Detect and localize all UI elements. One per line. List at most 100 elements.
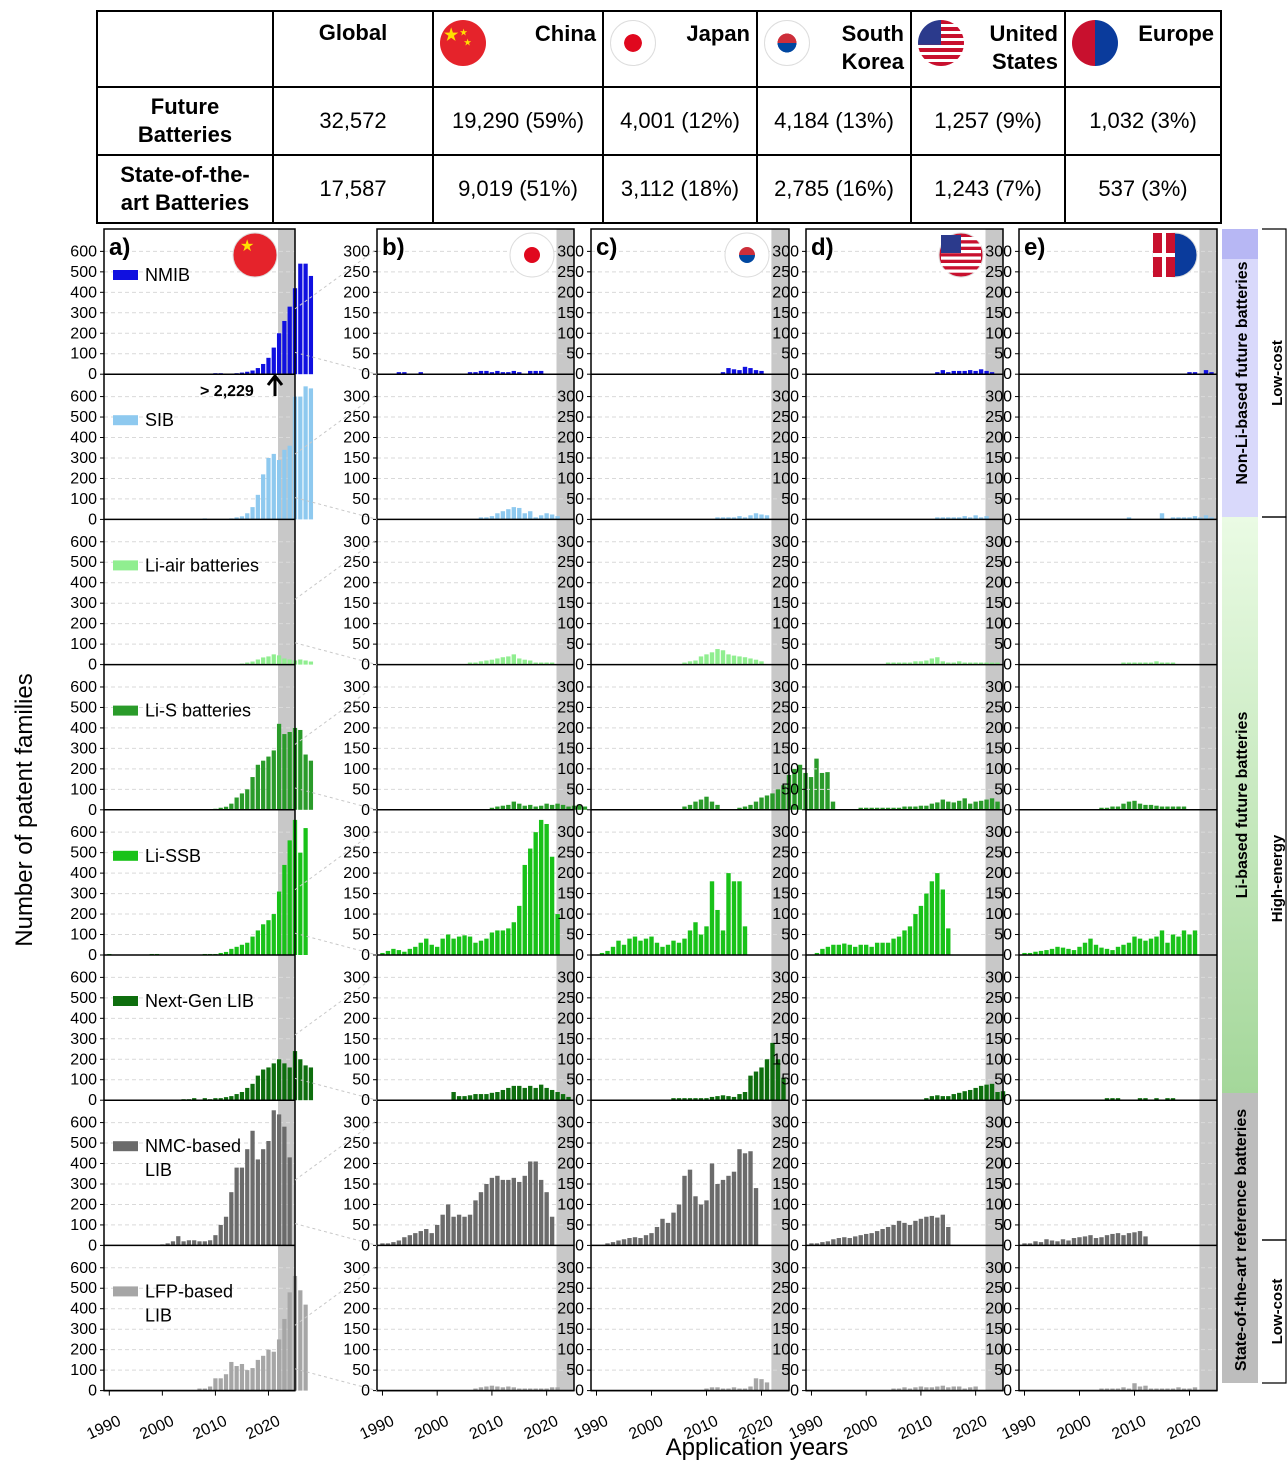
bar — [962, 370, 967, 375]
y-tick-label: 200 — [343, 865, 370, 882]
bar — [223, 1374, 229, 1391]
bar — [962, 1091, 967, 1101]
bar — [748, 368, 753, 375]
bar — [213, 1235, 218, 1246]
bar — [940, 661, 945, 665]
bar — [924, 1098, 929, 1101]
y-tick-label: 250 — [985, 409, 1012, 426]
y-tick-label: 100 — [985, 761, 1012, 778]
bar — [1071, 1238, 1077, 1246]
y-tick-label: 250 — [343, 990, 370, 1007]
bar — [213, 1378, 218, 1391]
bar — [1038, 1242, 1044, 1246]
legend-label: LFP-based — [145, 1281, 233, 1301]
y-tick-label: 300 — [557, 679, 584, 696]
y-tick-label: 300 — [985, 969, 1012, 986]
y-tick-label: 200 — [557, 284, 584, 301]
y-tick-label: 150 — [772, 1031, 799, 1048]
bar — [528, 848, 533, 955]
bar — [282, 734, 287, 810]
panel-letter: c) — [596, 234, 617, 261]
bar — [649, 1233, 654, 1246]
y-tick-label: 300 — [985, 534, 1012, 551]
y-tick-label: 50 — [566, 491, 584, 508]
bar — [1198, 517, 1203, 520]
bar — [1137, 1098, 1143, 1101]
group-label-li-based: Li-based future batteries — [1234, 712, 1251, 899]
bar — [223, 951, 229, 955]
bar — [380, 1243, 385, 1246]
y-tick-label: 300 — [70, 1176, 97, 1193]
bar — [506, 1087, 511, 1101]
bar — [748, 1075, 753, 1101]
y-tick-label: 100 — [557, 325, 584, 342]
bar — [1077, 1237, 1082, 1246]
bar — [918, 1218, 924, 1246]
bar — [1121, 944, 1126, 955]
y-tick-label: 50 — [994, 491, 1012, 508]
x-tick-label: 2000 — [412, 1413, 452, 1443]
y-tick-label: 300 — [772, 824, 799, 841]
bar — [929, 881, 935, 955]
bar — [1099, 1237, 1104, 1246]
y-tick-label: 150 — [557, 1031, 584, 1048]
bar — [533, 832, 538, 955]
bar — [445, 934, 451, 955]
y-tick-label: 50 — [566, 1072, 584, 1089]
bar — [1159, 1388, 1165, 1391]
bar — [544, 1388, 549, 1391]
bar — [957, 800, 962, 810]
bar — [1060, 947, 1066, 955]
bar — [266, 756, 271, 810]
y-tick-label: 250 — [557, 554, 584, 571]
bar — [951, 370, 956, 375]
bar — [687, 661, 693, 665]
bar — [489, 659, 495, 665]
bar — [495, 930, 500, 955]
bar — [478, 517, 484, 520]
y-tick-label: 50 — [566, 1217, 584, 1234]
bar — [1049, 948, 1055, 955]
y-tick-label: 200 — [70, 616, 97, 633]
legend-swatch — [113, 1141, 138, 1152]
bar — [989, 662, 995, 665]
bar — [402, 372, 407, 375]
y-tick-label: 150 — [772, 1321, 799, 1338]
bar — [1170, 1098, 1176, 1101]
legend-label: LIB — [145, 1160, 172, 1180]
y-tick-label: 200 — [772, 1156, 799, 1173]
y-tick-label: 50 — [352, 491, 370, 508]
bar — [638, 1238, 643, 1246]
bar — [918, 1386, 924, 1391]
bar — [973, 1087, 978, 1101]
bar — [511, 1177, 516, 1246]
y-tick-label: 50 — [994, 636, 1012, 653]
bar — [255, 1075, 260, 1101]
y-tick-label: 250 — [557, 409, 584, 426]
bar — [858, 1235, 863, 1246]
y-tick-label: 250 — [772, 264, 799, 281]
bar — [967, 1387, 973, 1391]
bar — [511, 1085, 516, 1101]
bar — [1115, 806, 1121, 810]
bar — [245, 662, 250, 665]
y-tick-label: 100 — [772, 906, 799, 923]
bar — [775, 1059, 781, 1101]
y-tick-label: 150 — [985, 450, 1012, 467]
x-tick-label: 1990 — [999, 1413, 1039, 1443]
bar — [709, 652, 715, 665]
bar — [940, 1214, 945, 1246]
y-tick-label: 150 — [343, 740, 370, 757]
legend-label: Li-S batteries — [145, 701, 251, 721]
y-tick-label: 250 — [772, 554, 799, 571]
bar — [748, 1386, 753, 1391]
bar — [704, 1098, 709, 1101]
y-tick-label: 250 — [343, 699, 370, 716]
y-tick-label: 50 — [994, 1362, 1012, 1379]
flag-stripe — [941, 263, 981, 267]
bar — [234, 797, 239, 810]
y-tick-label: 300 — [985, 1115, 1012, 1132]
bar — [1170, 662, 1176, 665]
bar — [698, 934, 704, 955]
bar — [864, 944, 869, 955]
